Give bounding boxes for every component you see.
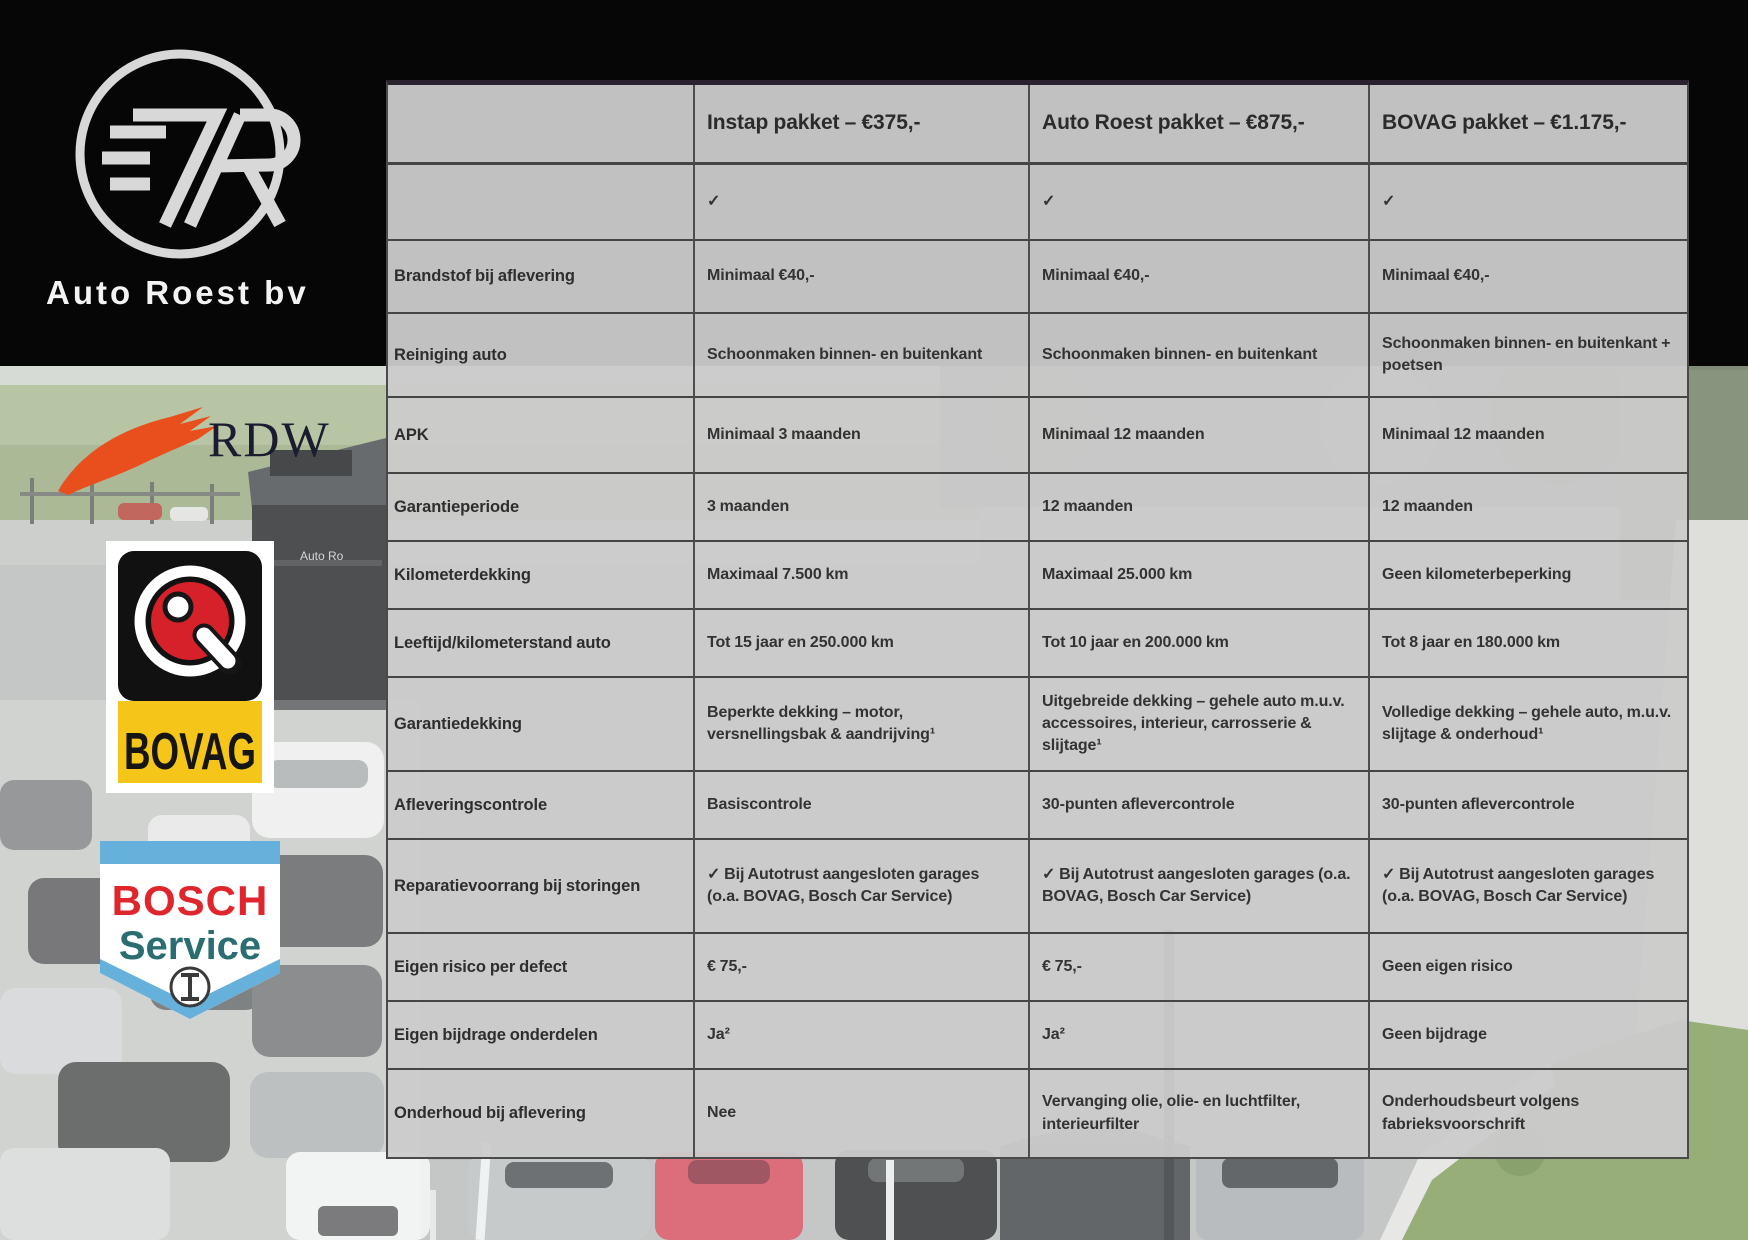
row-label: Eigen bijdrage onderdelen	[388, 1002, 695, 1070]
cell-value: ✓ Bij Autotrust aangesloten garages (o.a…	[1030, 840, 1370, 934]
row-label: Leeftijd/kilometerstand auto	[388, 610, 695, 678]
cell-value: Geen eigen risico	[1370, 934, 1687, 1002]
row-label: Kilometerdekking	[388, 542, 695, 610]
cell-value: € 75,-	[1030, 934, 1370, 1002]
bosch-service-logo: BOSCH Service	[100, 841, 280, 1019]
row-label: Garantiedekking	[388, 678, 695, 772]
bovag-magnifier-handle	[196, 627, 236, 669]
dealer-name-text: Auto Roest bv	[46, 274, 309, 311]
bosch-service-text: Service	[119, 924, 261, 968]
cell-value: Ja²	[1030, 1002, 1370, 1070]
bovag-logo: BOVAG	[106, 541, 274, 793]
bosch-card	[100, 841, 280, 1019]
cell-value: Maximaal 25.000 km	[1030, 542, 1370, 610]
bovag-yellow-band	[118, 701, 262, 783]
bovag-wordmark: BOVAG	[124, 723, 256, 781]
cell-value: Beperkte dekking – motor, versnellingsba…	[695, 678, 1030, 772]
row-label: Reparatievoorrang bij storingen	[388, 840, 695, 934]
cell-value: Tot 10 jaar en 200.000 km	[1030, 610, 1370, 678]
row-label: Eigen risico per defect	[388, 934, 695, 1002]
cell-value: Basiscontrole	[695, 772, 1030, 840]
rdw-logo: RDW	[58, 407, 331, 495]
cell-value: Schoonmaken binnen- en buitenkant	[695, 314, 1030, 398]
cell-value: Onderhoudsbeurt volgens fabrieksvoorschr…	[1370, 1070, 1687, 1157]
bovag-magnifier-lens	[162, 591, 194, 623]
cell-value: Uitgebreide dekking – gehele auto m.u.v.…	[1030, 678, 1370, 772]
cell-value: 12 maanden	[1030, 474, 1370, 542]
row-label: Brandstof bij aflevering	[388, 241, 695, 314]
cell-value: Ja²	[695, 1002, 1030, 1070]
cell-value: Schoonmaken binnen- en buitenkant + poet…	[1370, 314, 1687, 398]
cell-value: 30-punten aflevercontrole	[1030, 772, 1370, 840]
bosch-armature-marks	[181, 973, 199, 1001]
logo-circle	[75, 49, 285, 259]
photo-front-cars	[0, 930, 1364, 1240]
cell-value: Minimaal €40,-	[695, 241, 1030, 314]
row-label: Reiniging auto	[388, 314, 695, 398]
auto-roest-logo: Auto Roest bv	[46, 49, 309, 311]
row-label: Afleveringscontrole	[388, 772, 695, 840]
cell-value: 30-punten aflevercontrole	[1370, 772, 1687, 840]
row-label: Garantieperiode	[388, 474, 695, 542]
cell-value: ✓ Bij Autotrust aangesloten garages (o.a…	[1370, 840, 1687, 934]
cell-value: ✓	[1030, 165, 1370, 241]
cell-value: Nee	[695, 1070, 1030, 1157]
row-label	[388, 165, 695, 241]
cell-value: Volledige dekking – gehele auto, m.u.v. …	[1370, 678, 1687, 772]
logo-7r-monogram	[102, 108, 301, 228]
column-header: Instap pakket – €375,-	[695, 85, 1030, 165]
cell-value: Minimaal €40,-	[1370, 241, 1687, 314]
photo-building: Auto Ro	[248, 438, 386, 710]
bosch-wordmark: BOSCH	[112, 877, 269, 924]
cell-value: Maximaal 7.500 km	[695, 542, 1030, 610]
cell-value: 3 maanden	[695, 474, 1030, 542]
cell-value: ✓	[1370, 165, 1687, 241]
cell-value: Vervanging olie, olie- en luchtfilter, i…	[1030, 1070, 1370, 1157]
cell-value: 12 maanden	[1370, 474, 1687, 542]
cell-value: Minimaal €40,-	[1030, 241, 1370, 314]
rdw-wordmark: RDW	[208, 411, 331, 467]
building-sign-text: Auto Ro	[300, 549, 344, 563]
cell-value: Minimaal 12 maanden	[1030, 398, 1370, 474]
cell-value: Tot 15 jaar en 250.000 km	[695, 610, 1030, 678]
bosch-blue-strip	[100, 841, 280, 864]
cell-value: € 75,-	[695, 934, 1030, 1002]
cell-value: Minimaal 3 maanden	[695, 398, 1030, 474]
rdw-wing-icon	[58, 407, 217, 495]
row-label: APK	[388, 398, 695, 474]
cell-value: Geen kilometerbeperking	[1370, 542, 1687, 610]
column-header: BOVAG pakket – €1.175,-	[1370, 85, 1687, 165]
column-header: Auto Roest pakket – €875,-	[1030, 85, 1370, 165]
cell-value: ✓	[695, 165, 1030, 241]
table-corner-cell	[388, 85, 695, 165]
cell-value: Minimaal 12 maanden	[1370, 398, 1687, 474]
cell-value: Tot 8 jaar en 180.000 km	[1370, 610, 1687, 678]
comparison-table: Instap pakket – €375,- Auto Roest pakket …	[386, 80, 1689, 1159]
cell-value: Geen bijdrage	[1370, 1002, 1687, 1070]
row-label: Onderhoud bij aflevering	[388, 1070, 695, 1157]
cell-value: Schoonmaken binnen- en buitenkant	[1030, 314, 1370, 398]
cell-value: ✓ Bij Autotrust aangesloten garages (o.a…	[695, 840, 1030, 934]
bovag-ring-icon	[134, 565, 246, 677]
